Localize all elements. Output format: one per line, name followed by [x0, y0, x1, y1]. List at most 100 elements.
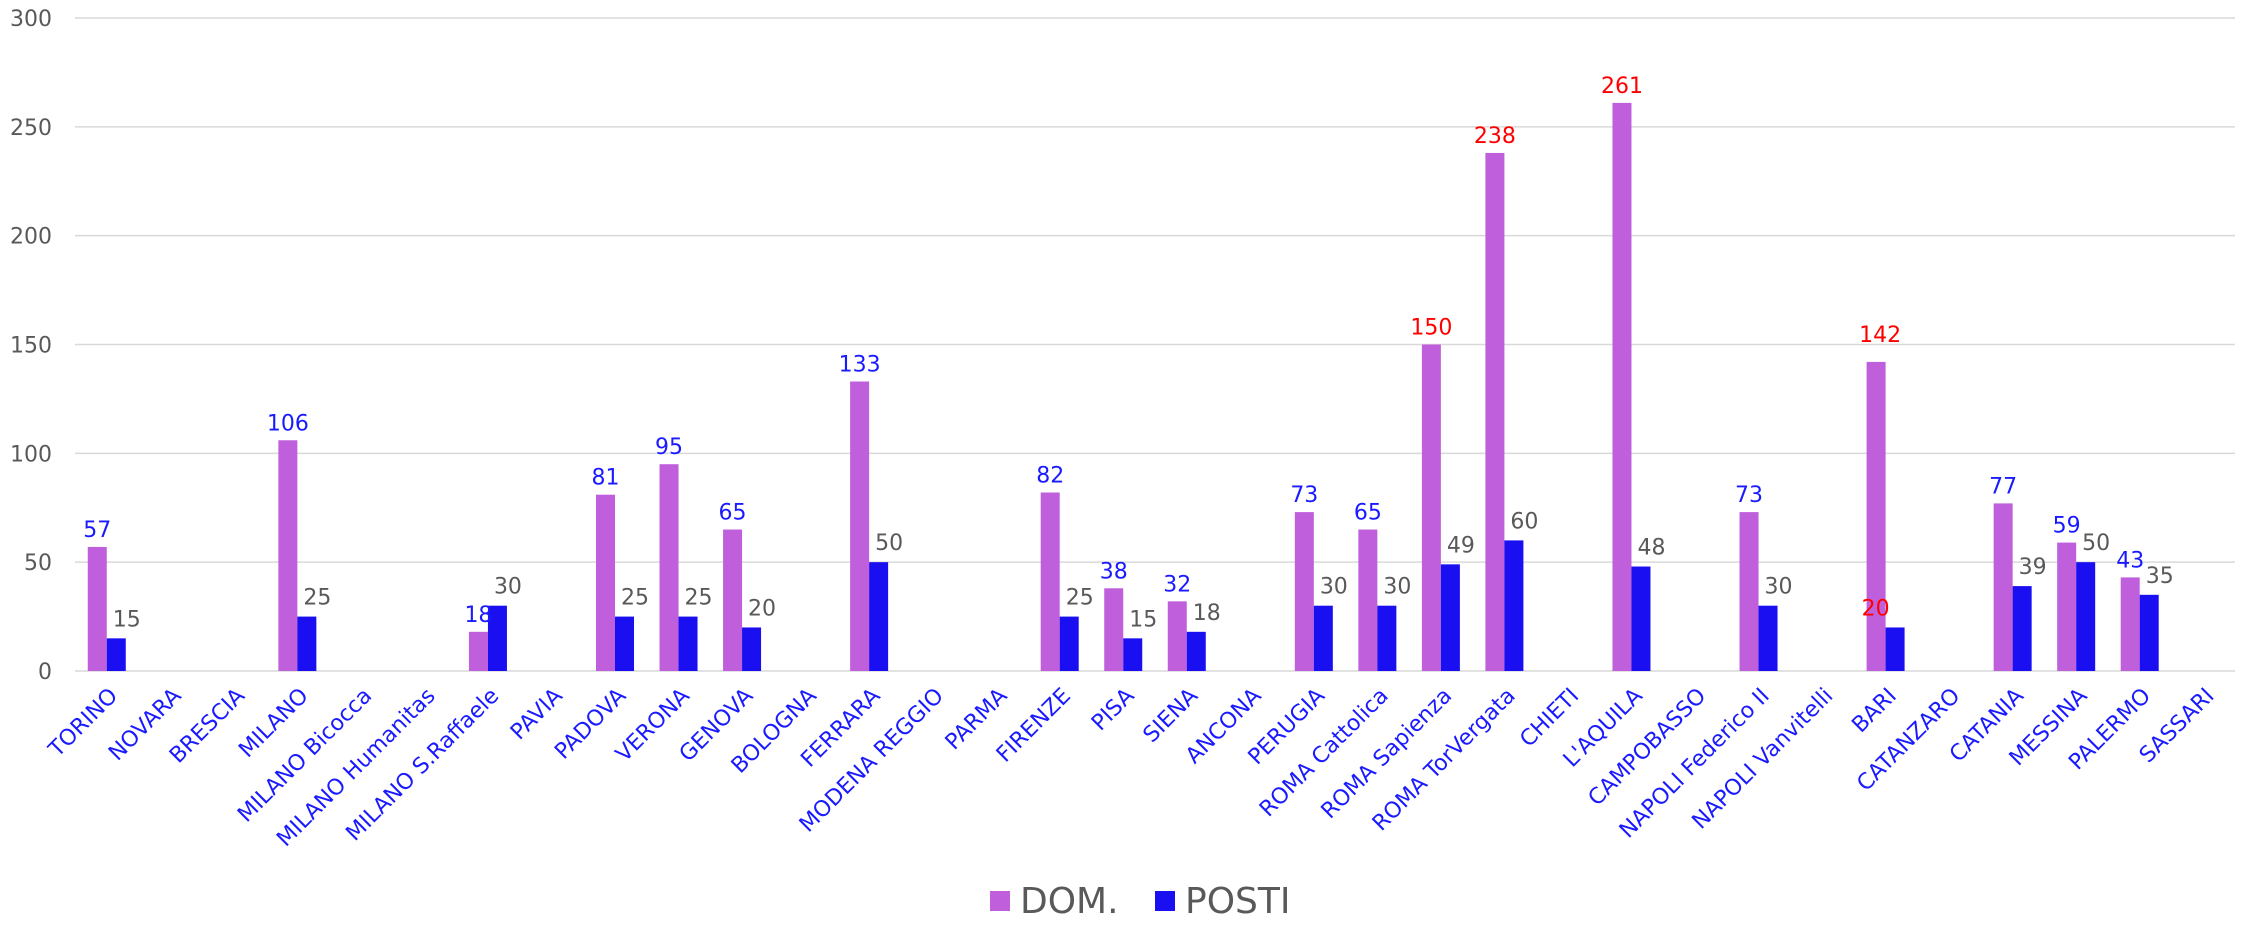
legend-label: DOM.	[1020, 881, 1119, 922]
bar-posti	[297, 616, 317, 671]
y-tick-label: 50	[24, 551, 52, 576]
data-label: 20	[748, 596, 776, 621]
bar-posti	[869, 562, 889, 671]
data-label: 48	[1637, 536, 1665, 561]
data-label: 43	[2116, 548, 2144, 573]
data-label: 65	[1354, 501, 1382, 526]
gridlines	[75, 17, 2235, 672]
bar-posti	[678, 616, 698, 671]
data-label: 59	[2053, 514, 2081, 539]
legend-item: POSTI	[1155, 881, 1291, 922]
data-label: 73	[1735, 483, 1763, 508]
bar-dom	[468, 631, 488, 671]
y-tick-label: 100	[10, 442, 52, 467]
data-label: 238	[1474, 124, 1516, 149]
data-label: 82	[1036, 464, 1064, 489]
data-label: 25	[621, 586, 649, 611]
bar-dom	[1993, 503, 2013, 671]
data-label: 25	[685, 586, 713, 611]
legend-swatch	[1155, 891, 1175, 911]
data-label: 106	[267, 411, 309, 436]
data-label: 57	[83, 518, 111, 543]
data-label: 32	[1163, 572, 1191, 597]
y-tick-label: 250	[10, 116, 52, 141]
data-label: 20	[1862, 596, 1890, 621]
data-label: 35	[2146, 564, 2174, 589]
bar-posti	[1631, 566, 1651, 671]
y-tick-label: 150	[10, 334, 52, 359]
bar-dom	[1358, 529, 1378, 671]
bar-dom	[1612, 102, 1632, 671]
data-label: 25	[303, 586, 331, 611]
bar-dom	[1739, 512, 1759, 671]
bar-posti	[1758, 605, 1778, 671]
bar-posti	[2012, 586, 2032, 671]
bar-dom	[2120, 577, 2140, 671]
bar-posti	[1313, 605, 1333, 671]
bar-dom	[723, 529, 743, 671]
y-tick-label: 200	[10, 225, 52, 250]
bar-dom	[1104, 588, 1124, 671]
data-label: 50	[2082, 531, 2110, 556]
x-tick-label: PISA	[1087, 684, 1139, 736]
data-label: 50	[875, 531, 903, 556]
bar-dom	[1485, 152, 1505, 671]
data-label: 73	[1290, 483, 1318, 508]
data-label: 25	[1066, 586, 1094, 611]
bar-posti	[742, 627, 762, 671]
y-tick-label: 300	[10, 7, 52, 32]
bar-posti	[1440, 564, 1460, 671]
data-label: 49	[1447, 533, 1475, 558]
bar-posti	[1186, 631, 1206, 671]
data-label: 133	[839, 353, 881, 378]
bar-posti	[1059, 616, 1079, 671]
y-axis: 0 50 100 150 200 250 300	[10, 7, 52, 685]
bar-posti	[1885, 627, 1905, 671]
data-label: 65	[719, 501, 747, 526]
bar-dom	[1421, 344, 1441, 671]
bar-posti	[2139, 594, 2159, 671]
x-tick-label: PAVIA	[506, 684, 568, 746]
data-label: 39	[2019, 555, 2047, 580]
bar-posti	[2076, 562, 2096, 671]
bar-posti	[1123, 638, 1143, 671]
bar-dom	[1040, 492, 1060, 671]
bar-dom	[659, 464, 679, 671]
data-label: 18	[1193, 601, 1221, 626]
data-label: 150	[1410, 316, 1452, 341]
legend-item: DOM.	[990, 881, 1119, 922]
data-label: 81	[592, 466, 620, 491]
data-label: 30	[1320, 575, 1348, 600]
bar-dom	[1167, 601, 1187, 671]
legend-swatch	[990, 891, 1010, 911]
bar-dom	[87, 546, 107, 671]
bar-posti	[106, 638, 126, 671]
bar-posti	[1377, 605, 1397, 671]
bar-dom	[278, 440, 298, 671]
bar-dom	[2057, 542, 2077, 671]
data-labels: 57 106 18 81 95 65 133 82 38 32 73 65 150 238 261 73 142…	[83, 74, 2173, 632]
bar-dom	[596, 494, 615, 671]
data-label: 142	[1859, 323, 1901, 348]
y-tick-label: 0	[38, 660, 52, 685]
legend: DOM. POSTI	[990, 881, 1291, 922]
data-label: 30	[494, 575, 522, 600]
bar-dom	[850, 381, 870, 671]
data-label: 60	[1510, 509, 1538, 534]
bar-posti	[1504, 540, 1524, 671]
data-label: 38	[1100, 559, 1128, 584]
bar-dom	[1294, 512, 1314, 671]
bars	[87, 102, 2159, 671]
data-label: 30	[1765, 575, 1793, 600]
data-label: 15	[113, 607, 141, 632]
x-tick-label: BARI	[1847, 684, 1901, 738]
legend-label: POSTI	[1185, 881, 1291, 922]
data-label: 18	[464, 603, 492, 628]
data-label: 15	[1129, 607, 1157, 632]
bar-posti	[615, 616, 634, 671]
data-label: 77	[1989, 474, 2017, 499]
data-label: 261	[1601, 74, 1643, 99]
bar-posti	[487, 605, 507, 671]
